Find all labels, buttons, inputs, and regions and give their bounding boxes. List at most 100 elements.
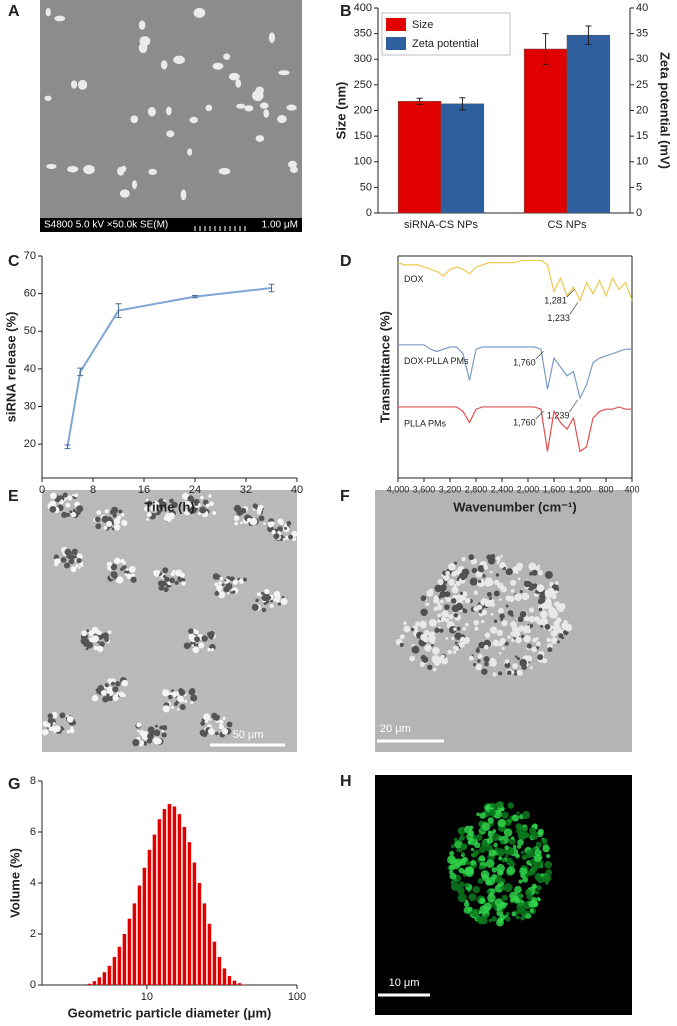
aggregate bbox=[159, 506, 163, 510]
aggregate bbox=[106, 687, 110, 691]
fluorescence bbox=[531, 896, 538, 904]
particle bbox=[132, 180, 138, 190]
particle bbox=[44, 95, 52, 101]
fluorescence bbox=[512, 844, 517, 849]
aggregate bbox=[445, 570, 450, 576]
aggregate bbox=[115, 681, 121, 687]
fluorescence bbox=[481, 865, 485, 870]
aggregate bbox=[223, 586, 230, 593]
aggregate bbox=[556, 617, 562, 623]
aggregate bbox=[501, 646, 505, 650]
particle bbox=[193, 7, 206, 18]
aggregate bbox=[162, 567, 169, 574]
bar bbox=[242, 984, 247, 985]
scale-label: 50 μm bbox=[233, 729, 264, 741]
aggregate bbox=[291, 530, 298, 538]
fluorescence bbox=[467, 906, 473, 912]
aggregate bbox=[550, 637, 558, 644]
fluorescence bbox=[535, 841, 542, 848]
aggregate bbox=[420, 633, 428, 641]
aggregate bbox=[554, 581, 559, 585]
x-tick-label: 100 bbox=[288, 991, 306, 1003]
particle bbox=[78, 79, 88, 90]
fluorescence bbox=[449, 872, 457, 880]
aggregate bbox=[427, 664, 433, 670]
aggregate bbox=[72, 508, 76, 513]
aggregate bbox=[146, 512, 152, 518]
annotation: 1,281 bbox=[544, 295, 567, 305]
aggregate bbox=[483, 565, 489, 570]
aggregate bbox=[456, 593, 465, 602]
aggregate bbox=[59, 712, 66, 719]
aggregate bbox=[179, 704, 186, 711]
aggregate bbox=[539, 610, 548, 619]
aggregate bbox=[277, 602, 281, 606]
aggregate bbox=[171, 689, 175, 693]
y-tick-label: 200 bbox=[354, 104, 372, 116]
fluorescence bbox=[546, 854, 551, 859]
error-bar bbox=[77, 367, 84, 377]
aggregate bbox=[511, 638, 515, 643]
bar bbox=[172, 806, 177, 985]
aggregate bbox=[456, 582, 461, 587]
aggregate bbox=[531, 569, 538, 576]
aggregate bbox=[528, 615, 535, 623]
aggregate bbox=[527, 582, 533, 587]
aggregate bbox=[547, 647, 553, 653]
bar bbox=[147, 849, 152, 985]
aggregate bbox=[212, 573, 220, 580]
aggregate bbox=[495, 573, 500, 577]
fluorescence bbox=[478, 855, 485, 862]
aggregate bbox=[146, 738, 153, 744]
aggregate bbox=[183, 642, 191, 650]
aggregate bbox=[201, 731, 208, 738]
aggregate bbox=[218, 581, 222, 585]
aggregate bbox=[504, 662, 511, 669]
aggregate bbox=[551, 625, 557, 630]
x-tick-label: siRNA-CS NPs bbox=[404, 219, 478, 231]
aggregate bbox=[536, 646, 540, 650]
aggregate bbox=[106, 561, 113, 567]
aggregate bbox=[169, 577, 175, 584]
aggregate bbox=[510, 588, 515, 593]
aggregate bbox=[474, 626, 479, 631]
aggregate bbox=[174, 580, 179, 585]
data-line bbox=[66, 286, 272, 447]
aggregate bbox=[100, 689, 107, 696]
fluorescence bbox=[521, 854, 527, 861]
panel-letter: H bbox=[340, 773, 352, 790]
fluorescence bbox=[520, 850, 525, 855]
aggregate bbox=[214, 590, 220, 596]
aggregate bbox=[521, 592, 530, 601]
aggregate bbox=[484, 599, 492, 607]
aggregate bbox=[76, 505, 84, 513]
aggregate bbox=[499, 613, 505, 619]
aggregate bbox=[411, 645, 420, 654]
aggregate bbox=[187, 495, 194, 502]
fluorescence bbox=[465, 860, 470, 865]
aggregate bbox=[526, 643, 532, 649]
aggregate bbox=[232, 590, 236, 594]
aggregate bbox=[481, 619, 485, 624]
aggregate bbox=[473, 619, 479, 626]
aggregate bbox=[489, 657, 496, 664]
aggregate bbox=[184, 509, 191, 516]
bar bbox=[177, 814, 182, 985]
aggregate bbox=[198, 642, 205, 649]
fluorescence bbox=[506, 866, 516, 875]
aggregate bbox=[137, 729, 140, 733]
aggregate bbox=[62, 492, 68, 498]
aggregate bbox=[292, 537, 297, 542]
aggregate bbox=[444, 591, 451, 598]
aggregate bbox=[160, 503, 163, 507]
aggregate bbox=[214, 582, 219, 587]
aggregate bbox=[419, 661, 425, 667]
aggregate bbox=[116, 515, 122, 521]
aggregate bbox=[138, 740, 145, 747]
annotation-arrow bbox=[569, 399, 578, 413]
aggregate bbox=[453, 627, 457, 631]
aggregate bbox=[434, 584, 443, 593]
aggregate bbox=[494, 579, 500, 586]
aggregate bbox=[163, 587, 169, 593]
aggregate bbox=[403, 625, 411, 633]
